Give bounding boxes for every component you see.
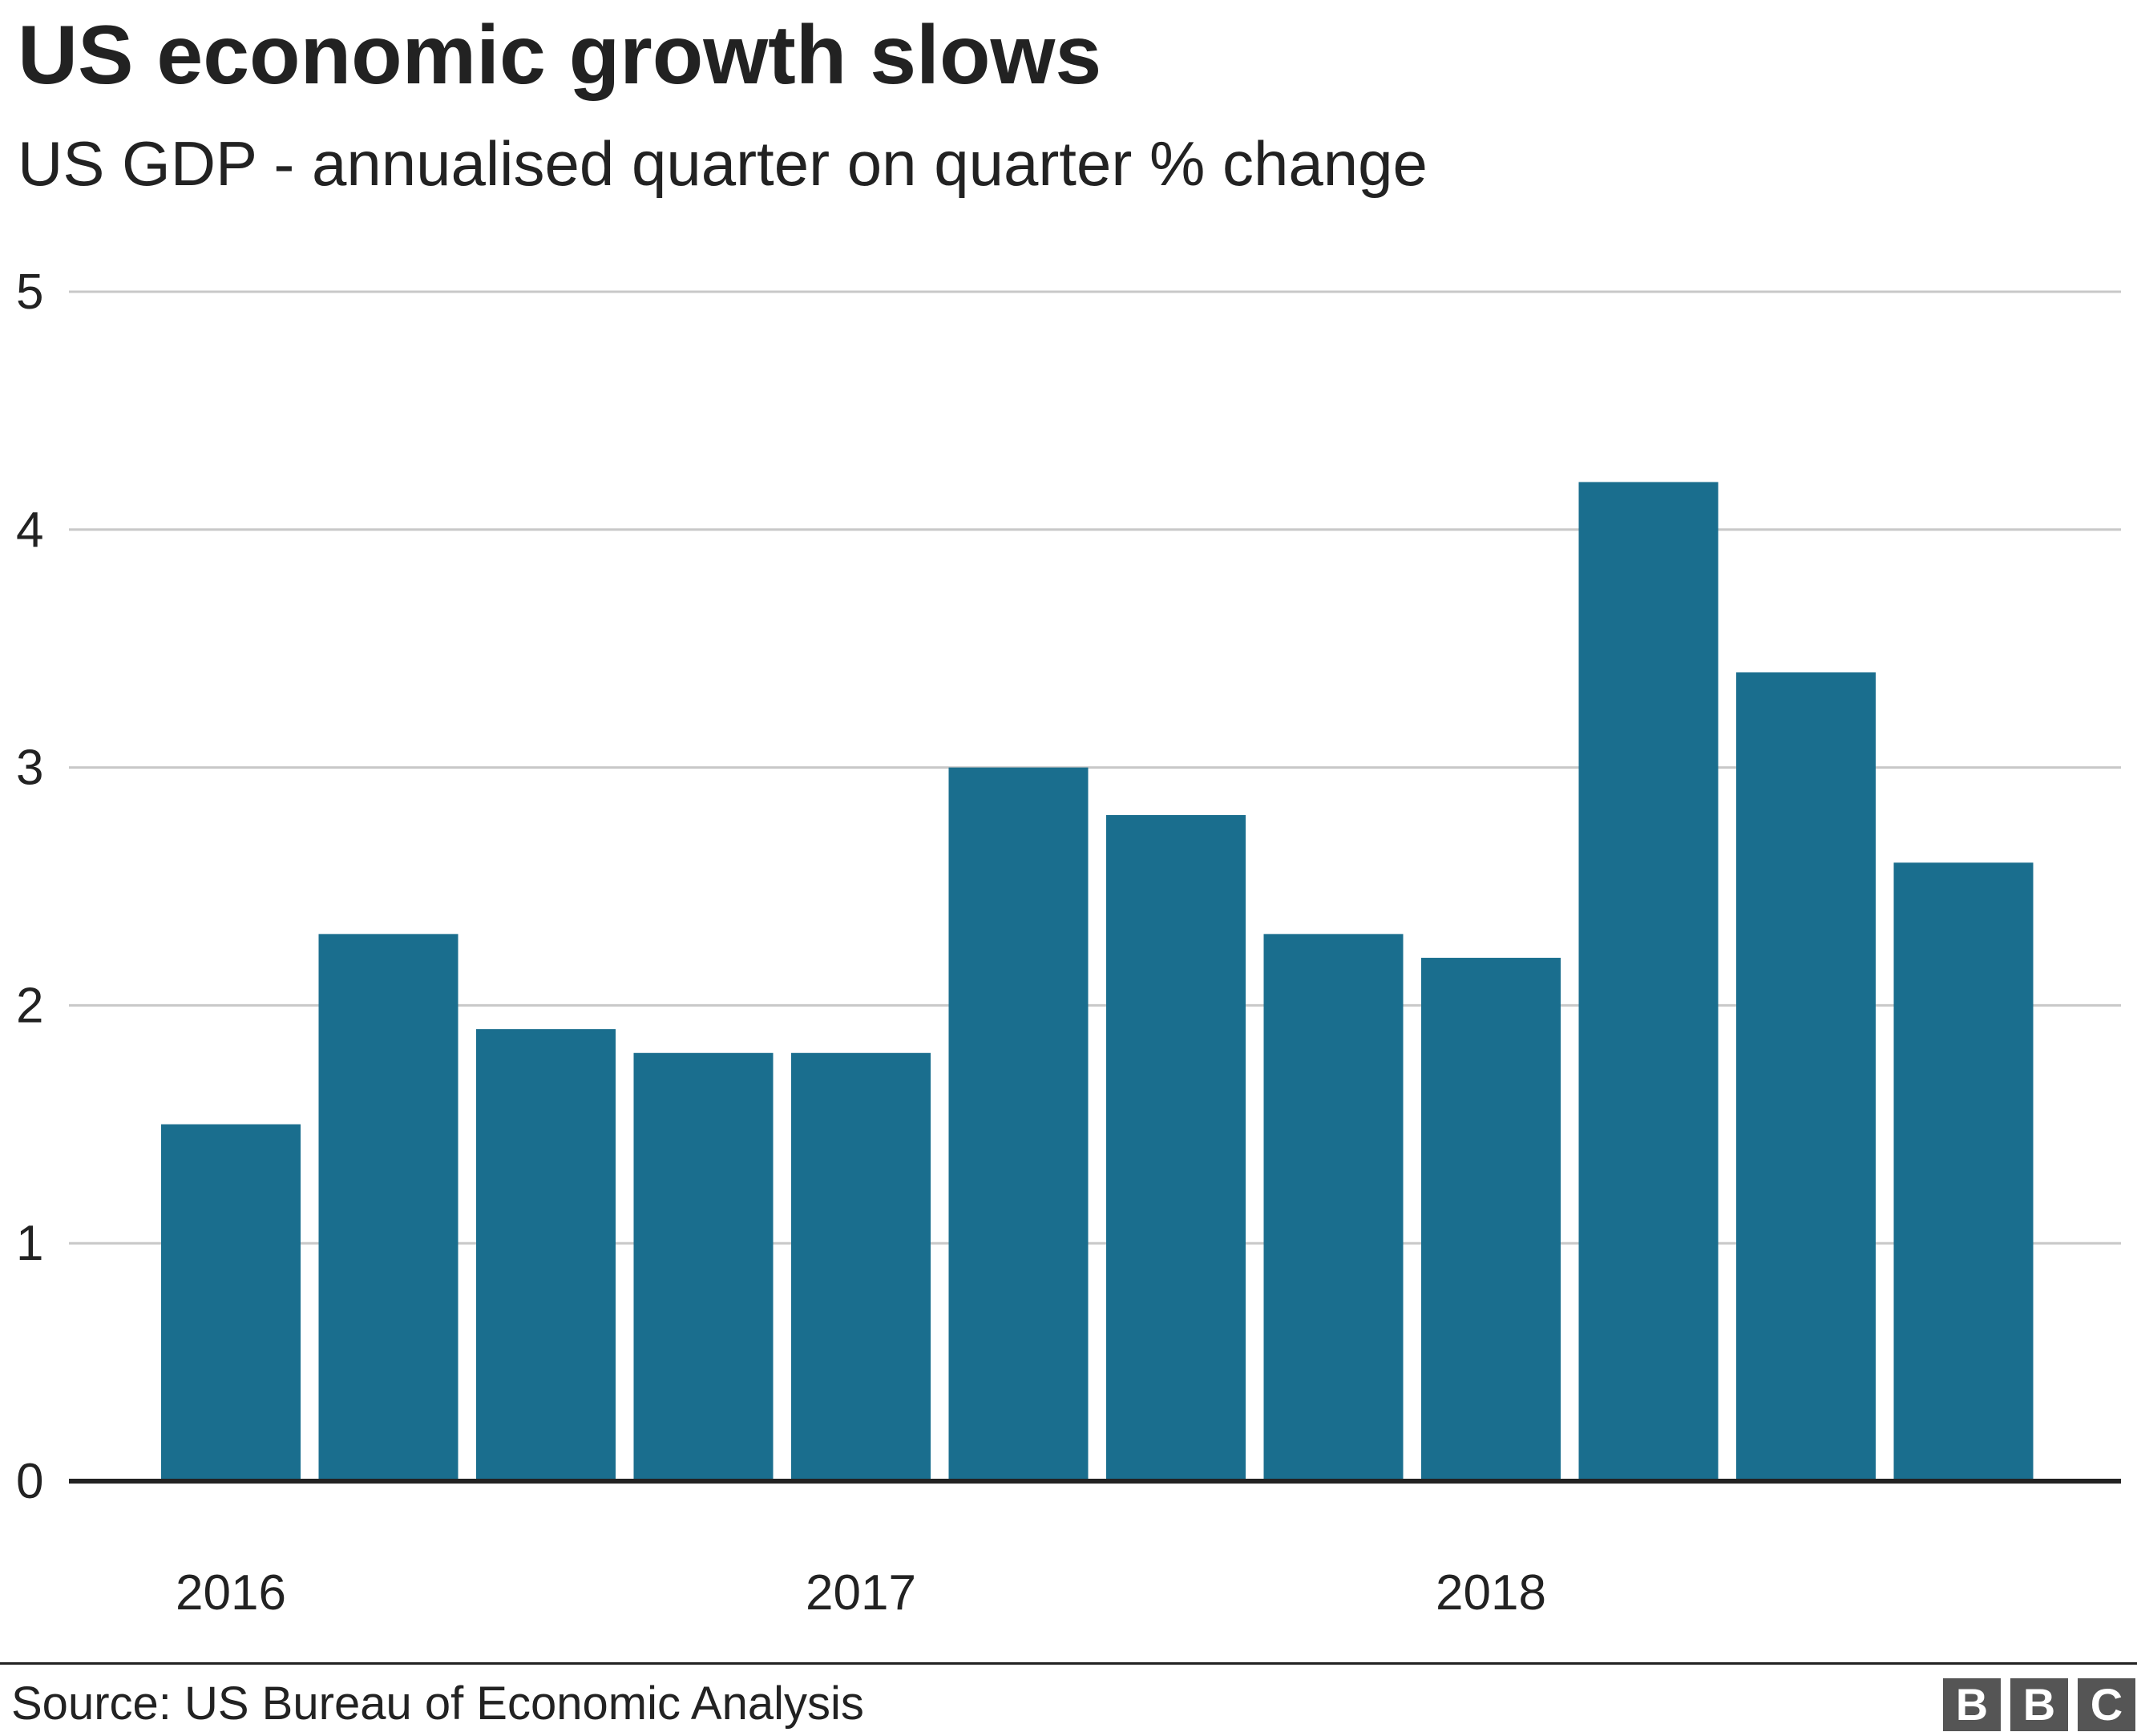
chart-subtitle: US GDP - annualised quarter on quarter %…: [18, 128, 1428, 199]
bar: [318, 934, 459, 1481]
bar: [476, 1029, 616, 1481]
gdp-bar-chart: 0 1 2 3 4 5 2016 2017 2018: [16, 264, 2121, 1621]
source-note: Source: US Bureau of Economic Analysis: [11, 1677, 864, 1730]
bbc-logo-letter-2: B: [2010, 1678, 2068, 1731]
y-tick-label: 5: [16, 264, 43, 320]
x-tick-label: 2017: [806, 1565, 916, 1621]
y-tick-label: 3: [16, 741, 43, 796]
bbc-logo-letter-3: C: [2078, 1678, 2135, 1731]
x-tick-label: 2016: [176, 1565, 286, 1621]
bar: [1736, 672, 1876, 1481]
bbc-logo-letter-1: B: [1943, 1678, 2001, 1731]
bar: [633, 1052, 774, 1481]
y-tick-label: 2: [16, 978, 43, 1033]
chart-title: US economic growth slows: [18, 9, 1102, 102]
y-tick-label: 0: [16, 1454, 43, 1509]
bar: [1893, 862, 2034, 1481]
bar: [1421, 958, 1561, 1481]
bar: [791, 1052, 931, 1481]
y-tick-label: 4: [16, 503, 43, 558]
y-tick-label: 1: [16, 1216, 43, 1271]
bar: [1263, 934, 1404, 1481]
bbc-logo: B B C: [1943, 1678, 2135, 1731]
footer-divider: [0, 1662, 2137, 1665]
bar: [1578, 482, 1719, 1482]
bar: [1106, 814, 1246, 1481]
bar: [948, 767, 1089, 1481]
x-tick-label: 2018: [1436, 1565, 1546, 1621]
bar: [161, 1124, 301, 1481]
